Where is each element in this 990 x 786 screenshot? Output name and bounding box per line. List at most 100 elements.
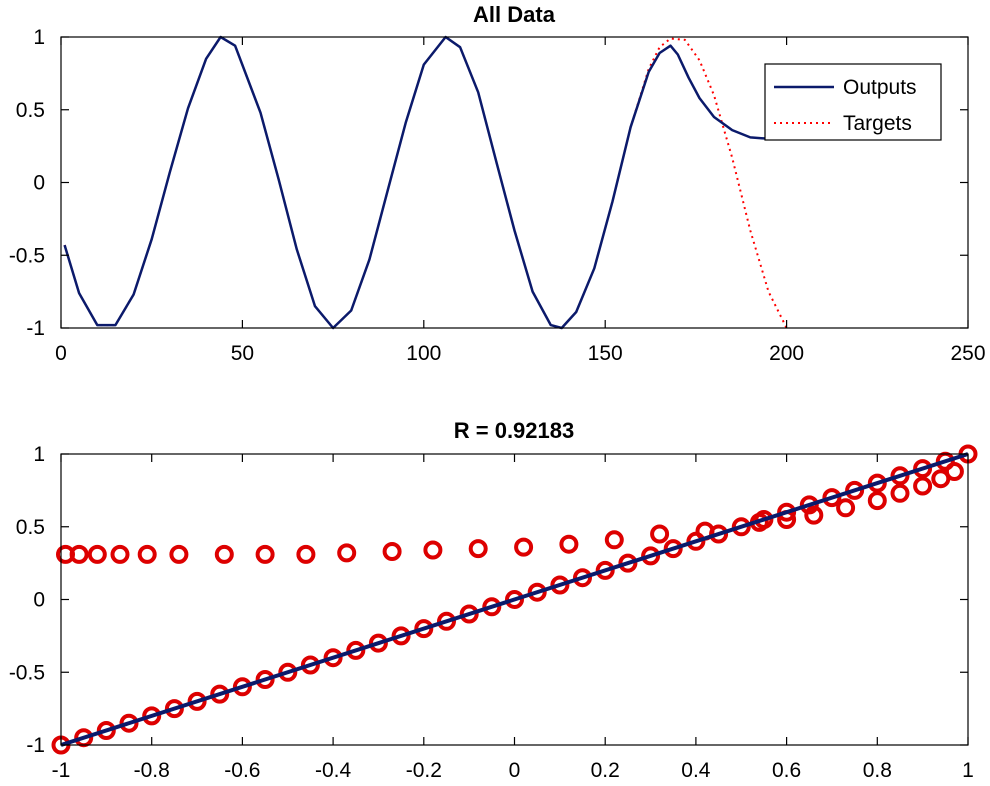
axes-regression: R = 0.92183 -1 -0.8 -0.6 -0.4 -0.2 0 0.2 0.4 0.6…	[9, 418, 978, 782]
scatter-point	[255, 670, 275, 689]
scatter-point	[505, 590, 524, 609]
x-tick-label: 200	[769, 342, 804, 365]
fit-line-group	[60, 452, 969, 747]
scatter-point	[296, 544, 316, 564]
x-tick-label: 100	[406, 342, 441, 365]
scatter-point	[890, 483, 910, 503]
scatter-point	[618, 553, 638, 573]
scatter-point	[913, 459, 933, 479]
scatter-point	[867, 491, 887, 511]
y-tick-label: 0.5	[16, 99, 45, 122]
x-tick-label: 0	[55, 342, 67, 365]
series-group-all-data	[63, 35, 788, 330]
axes-box-regression	[60, 453, 969, 746]
scatter-point	[754, 510, 774, 529]
scatter-point	[709, 524, 729, 544]
legend-box	[764, 63, 942, 141]
scatter-point	[867, 473, 887, 493]
scatter-point	[650, 524, 670, 544]
y-tick-label: -0.5	[9, 661, 45, 684]
scatter-point	[137, 544, 157, 564]
y-tick-label: 1	[33, 26, 45, 49]
scatter-point	[777, 502, 797, 522]
scatter-point	[804, 505, 824, 525]
scatter-point	[459, 604, 479, 624]
y-tick-label: -0.5	[9, 244, 45, 267]
x-tick-label: 1	[962, 759, 974, 782]
scatter-point	[799, 495, 819, 515]
scatter-point	[641, 546, 661, 566]
scatter-point	[822, 488, 842, 508]
scatter-point	[437, 611, 456, 631]
y-tick-label: 0.5	[16, 516, 45, 539]
scatter-point	[164, 699, 184, 719]
scatter-point	[663, 539, 683, 559]
x-tick-label: 0.4	[681, 759, 711, 782]
x-tick-label: -1	[52, 759, 71, 782]
axes-all-data: All Data 0 50 100 150 200 250 -1 -0.5 0 0.5 1 Outp…	[9, 2, 986, 365]
scatter-point	[323, 648, 343, 668]
scatter-point	[913, 476, 933, 496]
y-tick-label: -1	[26, 317, 45, 340]
scatter-point	[836, 498, 856, 518]
scatter-point	[368, 633, 388, 653]
scatter-point	[845, 480, 865, 500]
scatter-point	[110, 544, 130, 564]
scatter-point	[731, 517, 751, 537]
scatter-point	[604, 530, 624, 550]
scatter-point	[87, 544, 107, 564]
scatter-point	[559, 534, 579, 554]
scatter-point	[482, 597, 502, 617]
legend-label-targets: Targets	[843, 112, 912, 135]
scatter-point	[255, 544, 275, 564]
x-tick-label: 0.8	[863, 759, 892, 782]
scatter-point	[232, 677, 252, 697]
x-tick-label: -0.6	[224, 759, 260, 782]
x-tick-label: 150	[588, 342, 623, 365]
x-tick-label: -0.2	[406, 759, 442, 782]
scatter-point	[169, 544, 189, 564]
scatter-point	[391, 626, 411, 646]
scatter-point	[686, 531, 706, 551]
scatter-point	[96, 721, 116, 740]
x-tick-label: 0	[509, 759, 521, 782]
legend-label-outputs: Outputs	[843, 76, 917, 99]
y-tick-label: -1	[26, 734, 45, 757]
scatter-point	[119, 713, 139, 733]
x-tick-label: 0.6	[772, 759, 801, 782]
scatter-point	[527, 582, 547, 602]
scatter-point	[69, 544, 89, 564]
y-tick-label: 1	[33, 443, 45, 466]
scatter-point	[468, 539, 488, 559]
x-tick-label: 0.2	[591, 759, 620, 782]
axes-box-all-data	[60, 36, 969, 329]
scatter-point	[890, 466, 910, 486]
scatter-point	[337, 543, 357, 563]
scatter-point	[300, 655, 320, 675]
scatter-point	[210, 684, 230, 704]
fit-line	[60, 452, 969, 747]
scatter-point	[346, 640, 366, 660]
x-tick-label: -0.8	[134, 759, 170, 782]
x-tick-label: 50	[231, 342, 254, 365]
series-line-outputs	[63, 35, 787, 330]
x-tick-label: -0.4	[315, 759, 352, 782]
scatter-point	[550, 575, 570, 595]
y-tick-label: 0	[33, 589, 45, 612]
scatter-point	[514, 537, 534, 557]
scatter-point	[595, 560, 615, 580]
chart-title-all-data: All Data	[473, 2, 556, 27]
scatter-point	[414, 619, 434, 639]
scatter-point	[573, 568, 592, 588]
scatter-point	[278, 662, 298, 682]
y-tick-label: 0	[33, 172, 45, 195]
chart-title-regression: R = 0.92183	[454, 418, 574, 443]
legend: Outputs Targets	[764, 63, 942, 141]
scatter-point	[142, 706, 162, 726]
scatter-point	[214, 544, 234, 564]
scatter-point	[382, 542, 402, 561]
x-tick-label: 250	[950, 342, 985, 365]
scatter-point	[187, 691, 207, 711]
scatter-point	[423, 540, 443, 560]
